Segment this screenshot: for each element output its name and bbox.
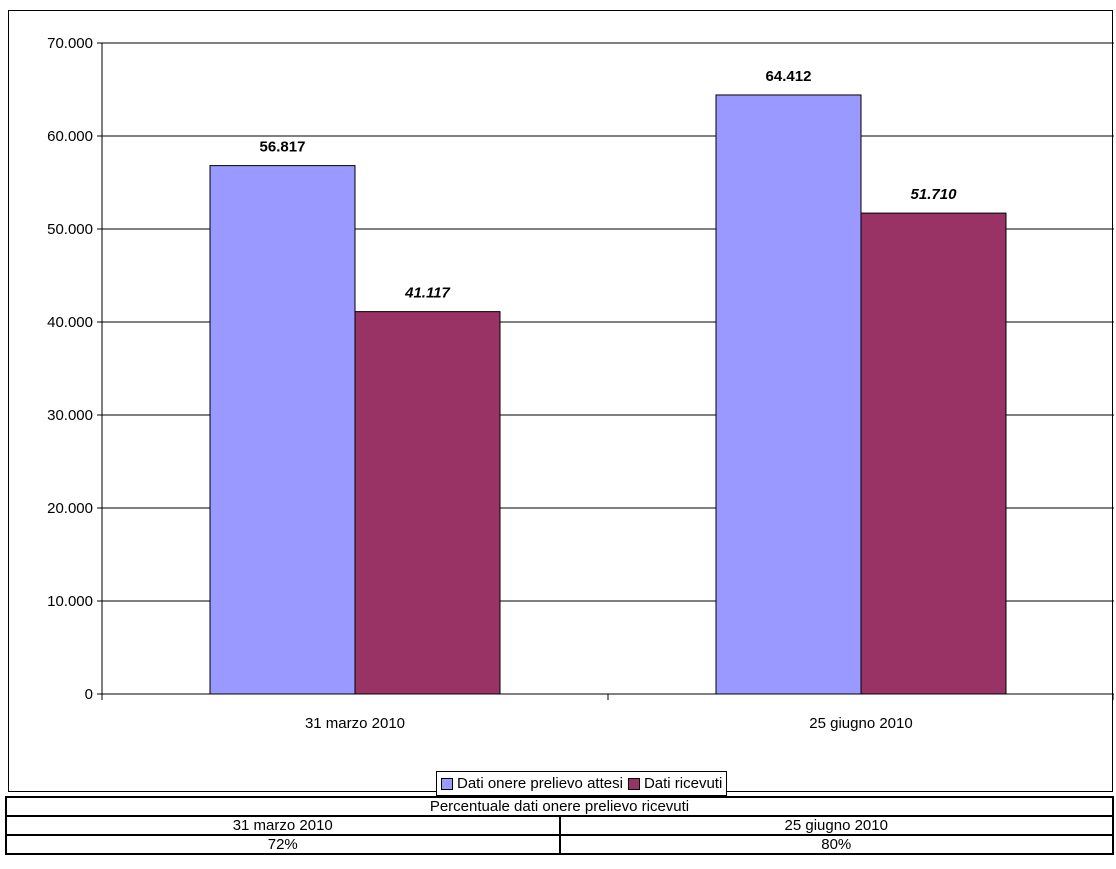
bar-series-2-1 <box>354 311 501 695</box>
bar-series-2-2 <box>860 212 1007 695</box>
y-tick-label: 10.000 <box>47 593 93 610</box>
percentage-table-title: Percentuale dati onere prelievo ricevuti <box>5 796 1114 817</box>
bar-chart: 0 10.000 20.000 30.000 40.000 50.000 60.000 70.… <box>47 35 1114 732</box>
y-tick-label: 30.000 <box>47 407 93 424</box>
legend-swatch-series-2 <box>627 777 640 790</box>
percentage-table: Percentuale dati onere prelievo ricevuti… <box>5 796 1114 855</box>
data-label-series-2-1: 41.117 <box>404 285 450 302</box>
legend-swatch-series-1 <box>441 777 453 790</box>
legend: Dati onere prelievo attesi Dati ricevuti <box>436 771 728 796</box>
y-tick-label: 50.000 <box>47 221 93 238</box>
percentage-table-value-1: 72% <box>5 834 561 855</box>
y-tick-label: 70.000 <box>47 35 93 52</box>
percentage-table-header-1: 31 marzo 2010 <box>5 815 561 836</box>
legend-entry-series-2: Dati ricevuti <box>627 775 723 792</box>
percentage-table-value-2: 80% <box>558 834 1114 855</box>
y-tick-label: 40.000 <box>47 314 93 331</box>
legend-entry-series-1: Dati onere prelievo attesi <box>441 775 623 792</box>
data-label-series-1-2: 64.412 <box>766 68 812 85</box>
data-label-series-1-1: 56.817 <box>260 139 306 156</box>
y-tick-label: 60.000 <box>47 128 93 145</box>
legend-label-series-2: Dati ricevuti <box>643 775 723 792</box>
bar-series-1-1 <box>209 165 356 695</box>
legend-label-series-1: Dati onere prelievo attesi <box>457 775 623 792</box>
data-label-series-2-2: 51.710 <box>911 186 958 203</box>
percentage-table-header-2: 25 giugno 2010 <box>558 815 1114 836</box>
x-tick-label: 31 marzo 2010 <box>305 715 405 732</box>
y-tick-label: 0 <box>85 686 93 703</box>
bar-series-1-2 <box>715 94 862 695</box>
chart-frame: 0 10.000 20.000 30.000 40.000 50.000 60.000 70.… <box>8 10 1114 796</box>
y-tick-label: 20.000 <box>47 500 93 517</box>
x-tick-label: 25 giugno 2010 <box>809 715 912 732</box>
